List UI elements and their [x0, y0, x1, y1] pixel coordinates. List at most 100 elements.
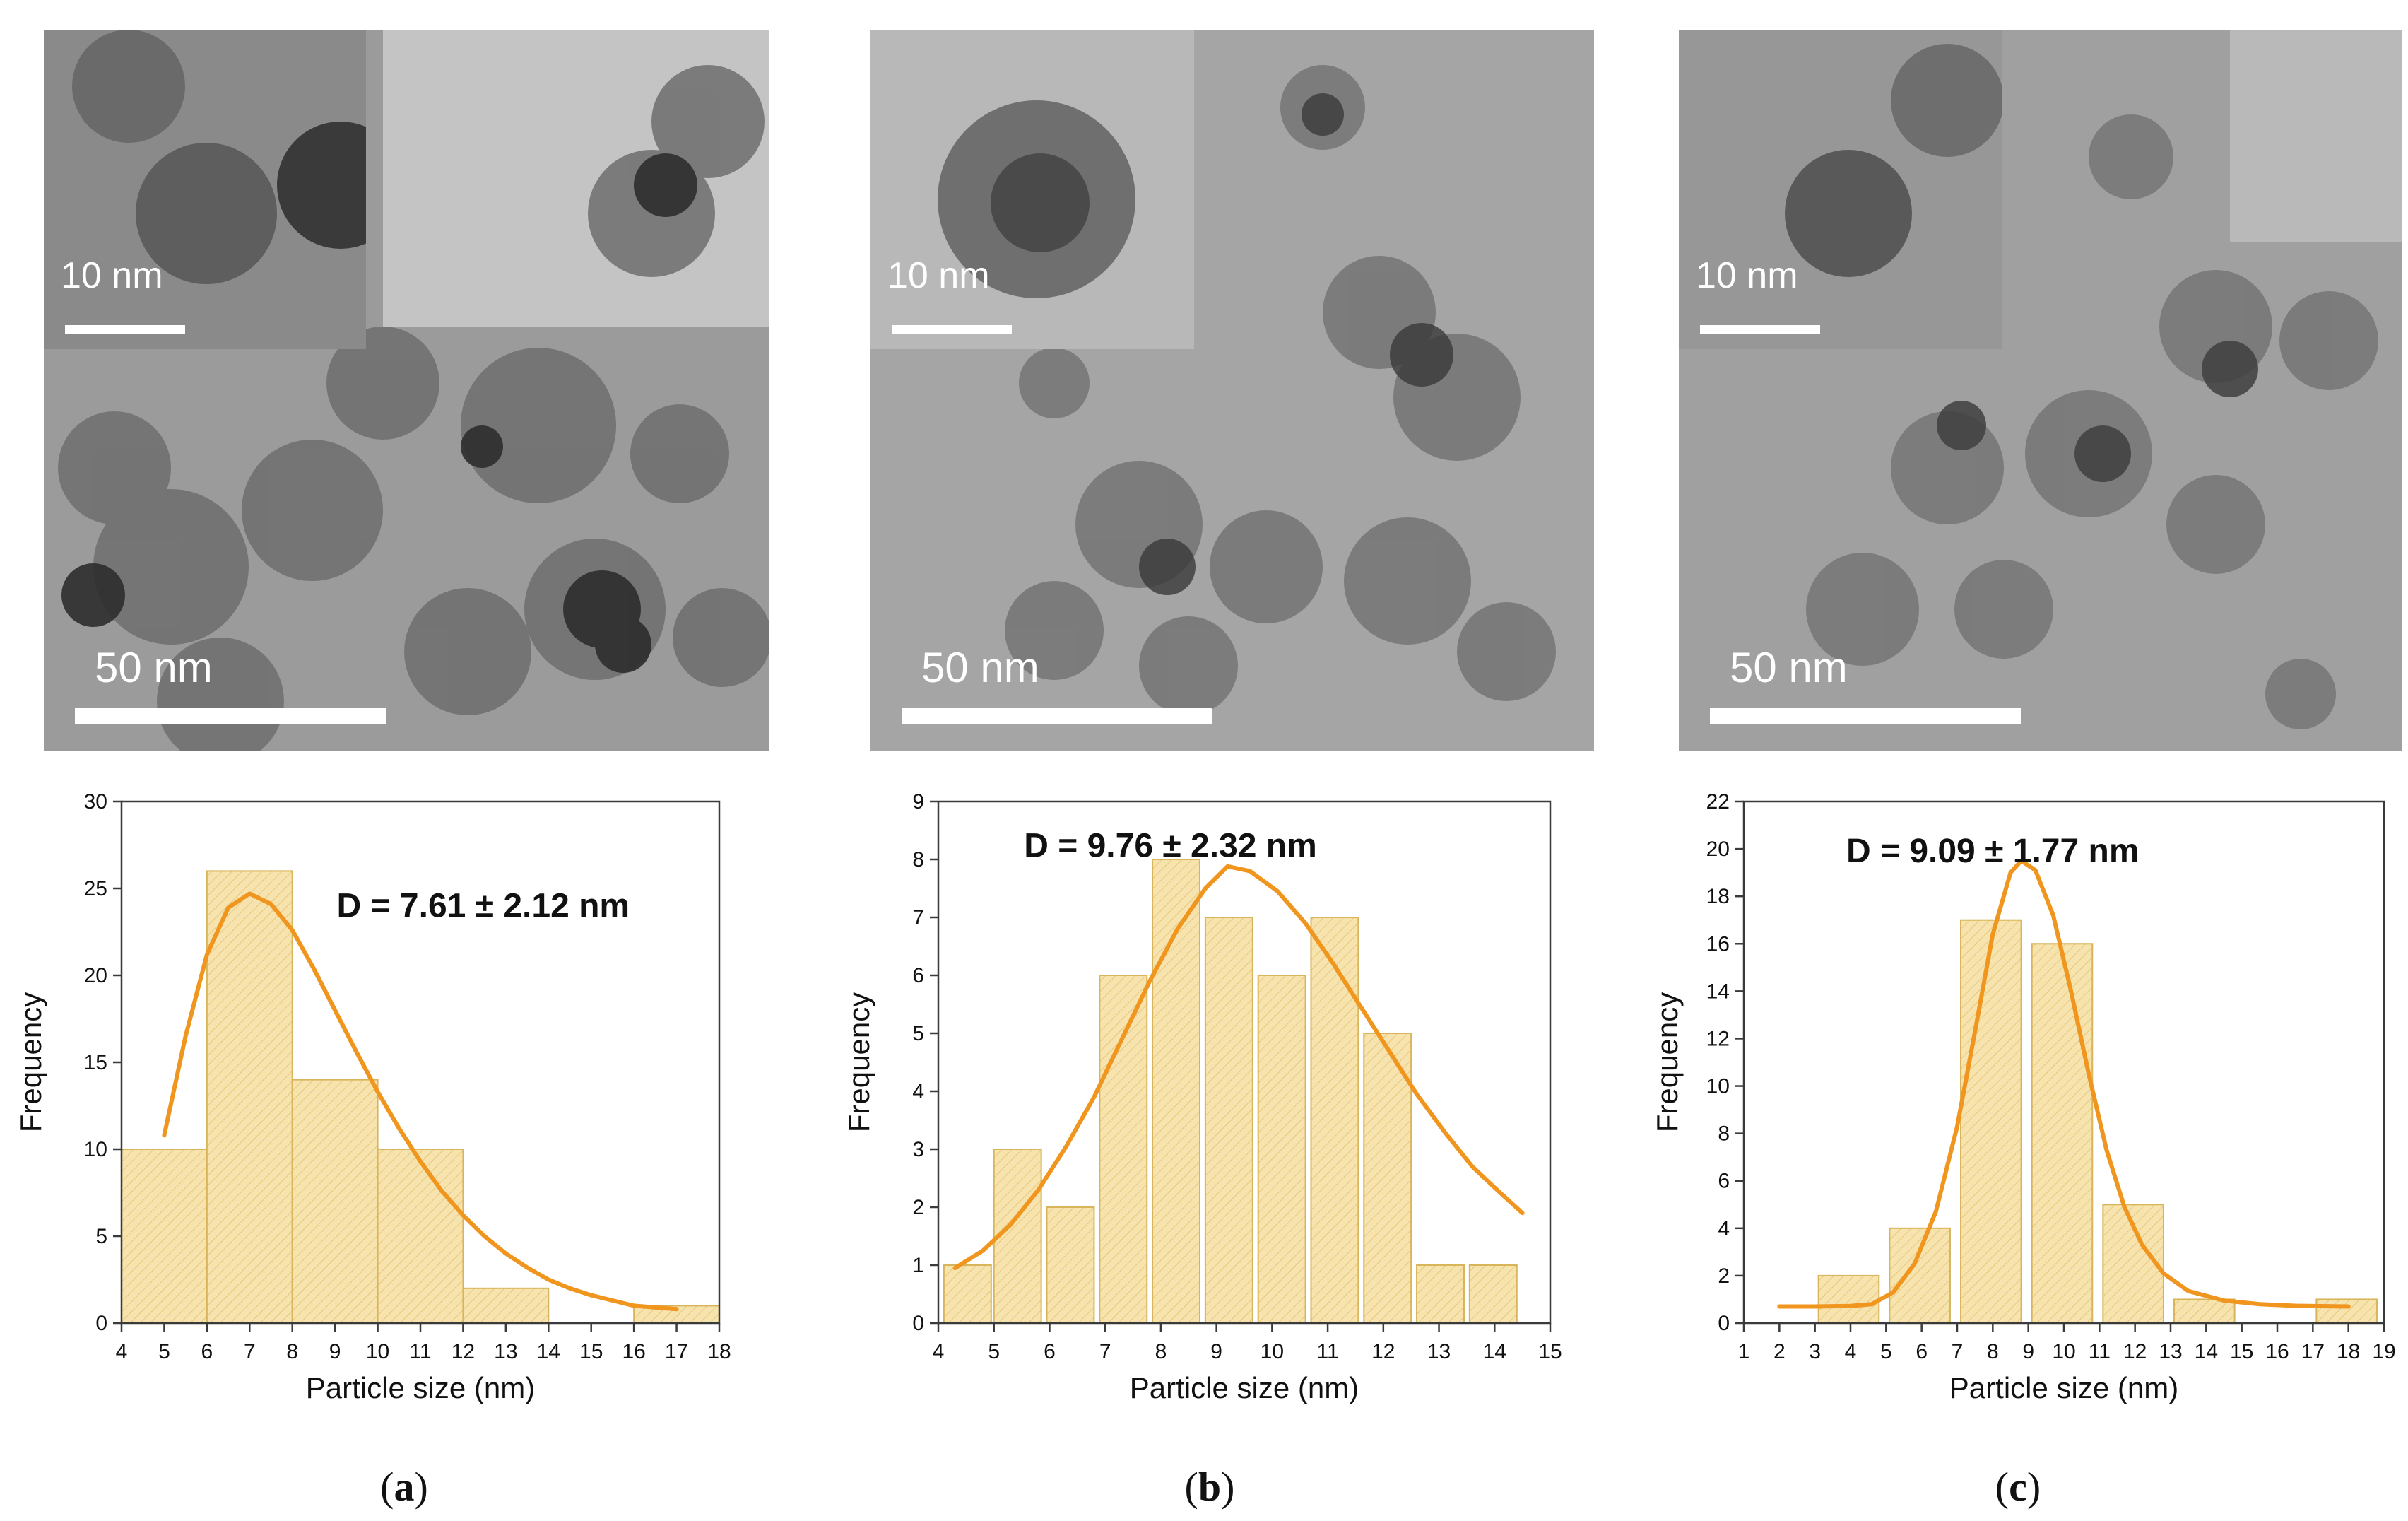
x-tick-label: 18 [707, 1340, 731, 1363]
y-tick-label: 7 [912, 906, 924, 929]
x-tick-label: 10 [1261, 1340, 1284, 1363]
mean-diameter-annotation: D = 9.76 ± 2.32 nm [1024, 828, 1317, 865]
x-tick-label: 3 [1809, 1340, 1821, 1363]
x-tick-label: 10 [2052, 1340, 2075, 1363]
y-tick-label: 1 [912, 1254, 924, 1277]
x-tick-label: 2 [1773, 1340, 1786, 1363]
x-tick-label: 14 [2195, 1340, 2218, 1363]
x-tick-label: 5 [158, 1340, 170, 1363]
y-tick-label: 6 [912, 964, 924, 987]
caption-b: (b) [1184, 1464, 1235, 1510]
caption-letter-a: a [394, 1464, 415, 1510]
y-tick-label: 18 [1706, 885, 1730, 908]
x-tick-label: 14 [537, 1340, 560, 1363]
y-tick-label: 2 [1718, 1264, 1730, 1288]
inset-scale-bar-b [892, 325, 1012, 334]
x-tick-label: 8 [1155, 1340, 1167, 1363]
histogram-bar [993, 1149, 1042, 1324]
histogram-bar [462, 1287, 550, 1324]
histogram-bar [943, 1264, 992, 1324]
y-tick-label: 0 [1718, 1312, 1730, 1335]
inset-scale-label-b: 10 nm [887, 255, 990, 296]
x-tick-label: 13 [494, 1340, 517, 1363]
y-tick-label: 6 [1718, 1170, 1730, 1193]
mean-diameter-annotation: D = 9.09 ± 1.77 nm [1846, 833, 2140, 870]
x-tick-label: 4 [116, 1340, 128, 1363]
y-tick-label: 20 [84, 964, 107, 987]
x-tick-label: 6 [201, 1340, 213, 1363]
histogram-bar [1152, 859, 1201, 1324]
tem-image-a: 10 nm 50 nm [44, 30, 769, 751]
y-tick-label: 14 [1706, 980, 1730, 1003]
histogram-bar [121, 1149, 208, 1324]
x-tick-label: 13 [1427, 1340, 1451, 1363]
histogram-a: 4 5 6 7 8 9 10 11 12 13 14 15 16 17 18 0 5 10 15 20 25 30 Part… [14, 790, 731, 1404]
x-tick-label: 12 [452, 1340, 475, 1363]
x-tick-label: 9 [1210, 1340, 1222, 1363]
x-tick-label: 17 [665, 1340, 688, 1363]
x-tick-label: 11 [409, 1340, 431, 1363]
y-axis-label: Frequency [842, 992, 875, 1132]
tem-image-b: 10 nm 50 nm [870, 30, 1594, 751]
y-tick-label: 16 [1706, 932, 1730, 956]
x-axis-label: Particle size (nm) [306, 1371, 535, 1404]
x-tick-label: 6 [1916, 1340, 1928, 1363]
y-tick-label: 0 [95, 1312, 107, 1335]
histogram-bar [377, 1149, 464, 1324]
caption-letter-c: c [2009, 1464, 2027, 1510]
y-tick-label: 2 [912, 1196, 924, 1219]
caption-c: (c) [1995, 1464, 2041, 1510]
x-tick-label: 9 [2022, 1340, 2034, 1363]
main-scale-bar-a [75, 708, 386, 724]
y-tick-label: 5 [95, 1225, 107, 1248]
x-tick-label: 7 [1952, 1340, 1964, 1363]
x-axis-label: Particle size (nm) [1949, 1371, 2178, 1404]
y-tick-label: 22 [1706, 790, 1730, 814]
y-tick-label: 15 [84, 1051, 107, 1074]
histogram-c: 1 2 3 4 5 6 7 8 9 10 11 12 13 14 15 16 17 18 1902468101214… [1651, 790, 2396, 1404]
x-tick-label: 15 [579, 1340, 603, 1363]
tem-image-c: 10 nm 50 nm [1679, 30, 2402, 751]
x-tick-label: 13 [2159, 1340, 2182, 1363]
x-tick-label: 9 [329, 1340, 341, 1363]
y-tick-label: 25 [84, 877, 107, 900]
histogram-bar [291, 1079, 379, 1324]
x-tick-label: 7 [1099, 1340, 1111, 1363]
tem-inset-b: 10 nm [870, 30, 1194, 349]
x-tick-label: 15 [2230, 1340, 2253, 1363]
histogram-bar [1889, 1227, 1951, 1324]
y-axis-label: Frequency [14, 992, 47, 1132]
histogram-bar [1363, 1033, 1412, 1324]
x-tick-label: 5 [1880, 1340, 1892, 1363]
histogram-bar [2031, 943, 2094, 1325]
x-tick-label: 12 [1371, 1340, 1395, 1363]
y-tick-label: 4 [1718, 1217, 1730, 1240]
tem-inset-c: 10 nm [1679, 30, 2002, 349]
x-tick-label: 4 [1845, 1340, 1857, 1363]
plot-frame [937, 800, 1552, 1325]
main-scale-label-c: 50 nm [1730, 644, 1848, 691]
main-scale-label-b: 50 nm [921, 644, 1039, 691]
caption-a: (a) [380, 1464, 428, 1510]
tem-inset-image-b [870, 30, 1194, 349]
y-axis-label: Frequency [1651, 992, 1684, 1132]
fit-curve [1777, 858, 2351, 1309]
x-tick-label: 16 [622, 1340, 645, 1363]
histogram-bar [1204, 917, 1253, 1324]
fit-curve [162, 891, 679, 1312]
x-tick-label: 12 [2123, 1340, 2147, 1363]
tem-micrograph-c [1679, 30, 2402, 751]
x-tick-label: 11 [2089, 1340, 2111, 1363]
x-tick-label: 8 [1987, 1340, 1999, 1363]
y-tick-label: 30 [84, 790, 107, 814]
x-tick-label: 15 [1538, 1340, 1562, 1363]
x-tick-label: 19 [2372, 1340, 2395, 1363]
x-tick-label: 14 [1483, 1340, 1506, 1363]
histogram-bar [206, 870, 293, 1324]
histogram-bar [2315, 1298, 2378, 1324]
x-tick-label: 4 [933, 1340, 945, 1363]
y-tick-label: 10 [1706, 1075, 1730, 1098]
fit-curve [952, 864, 1525, 1271]
main-scale-label-a: 50 nm [95, 644, 213, 691]
